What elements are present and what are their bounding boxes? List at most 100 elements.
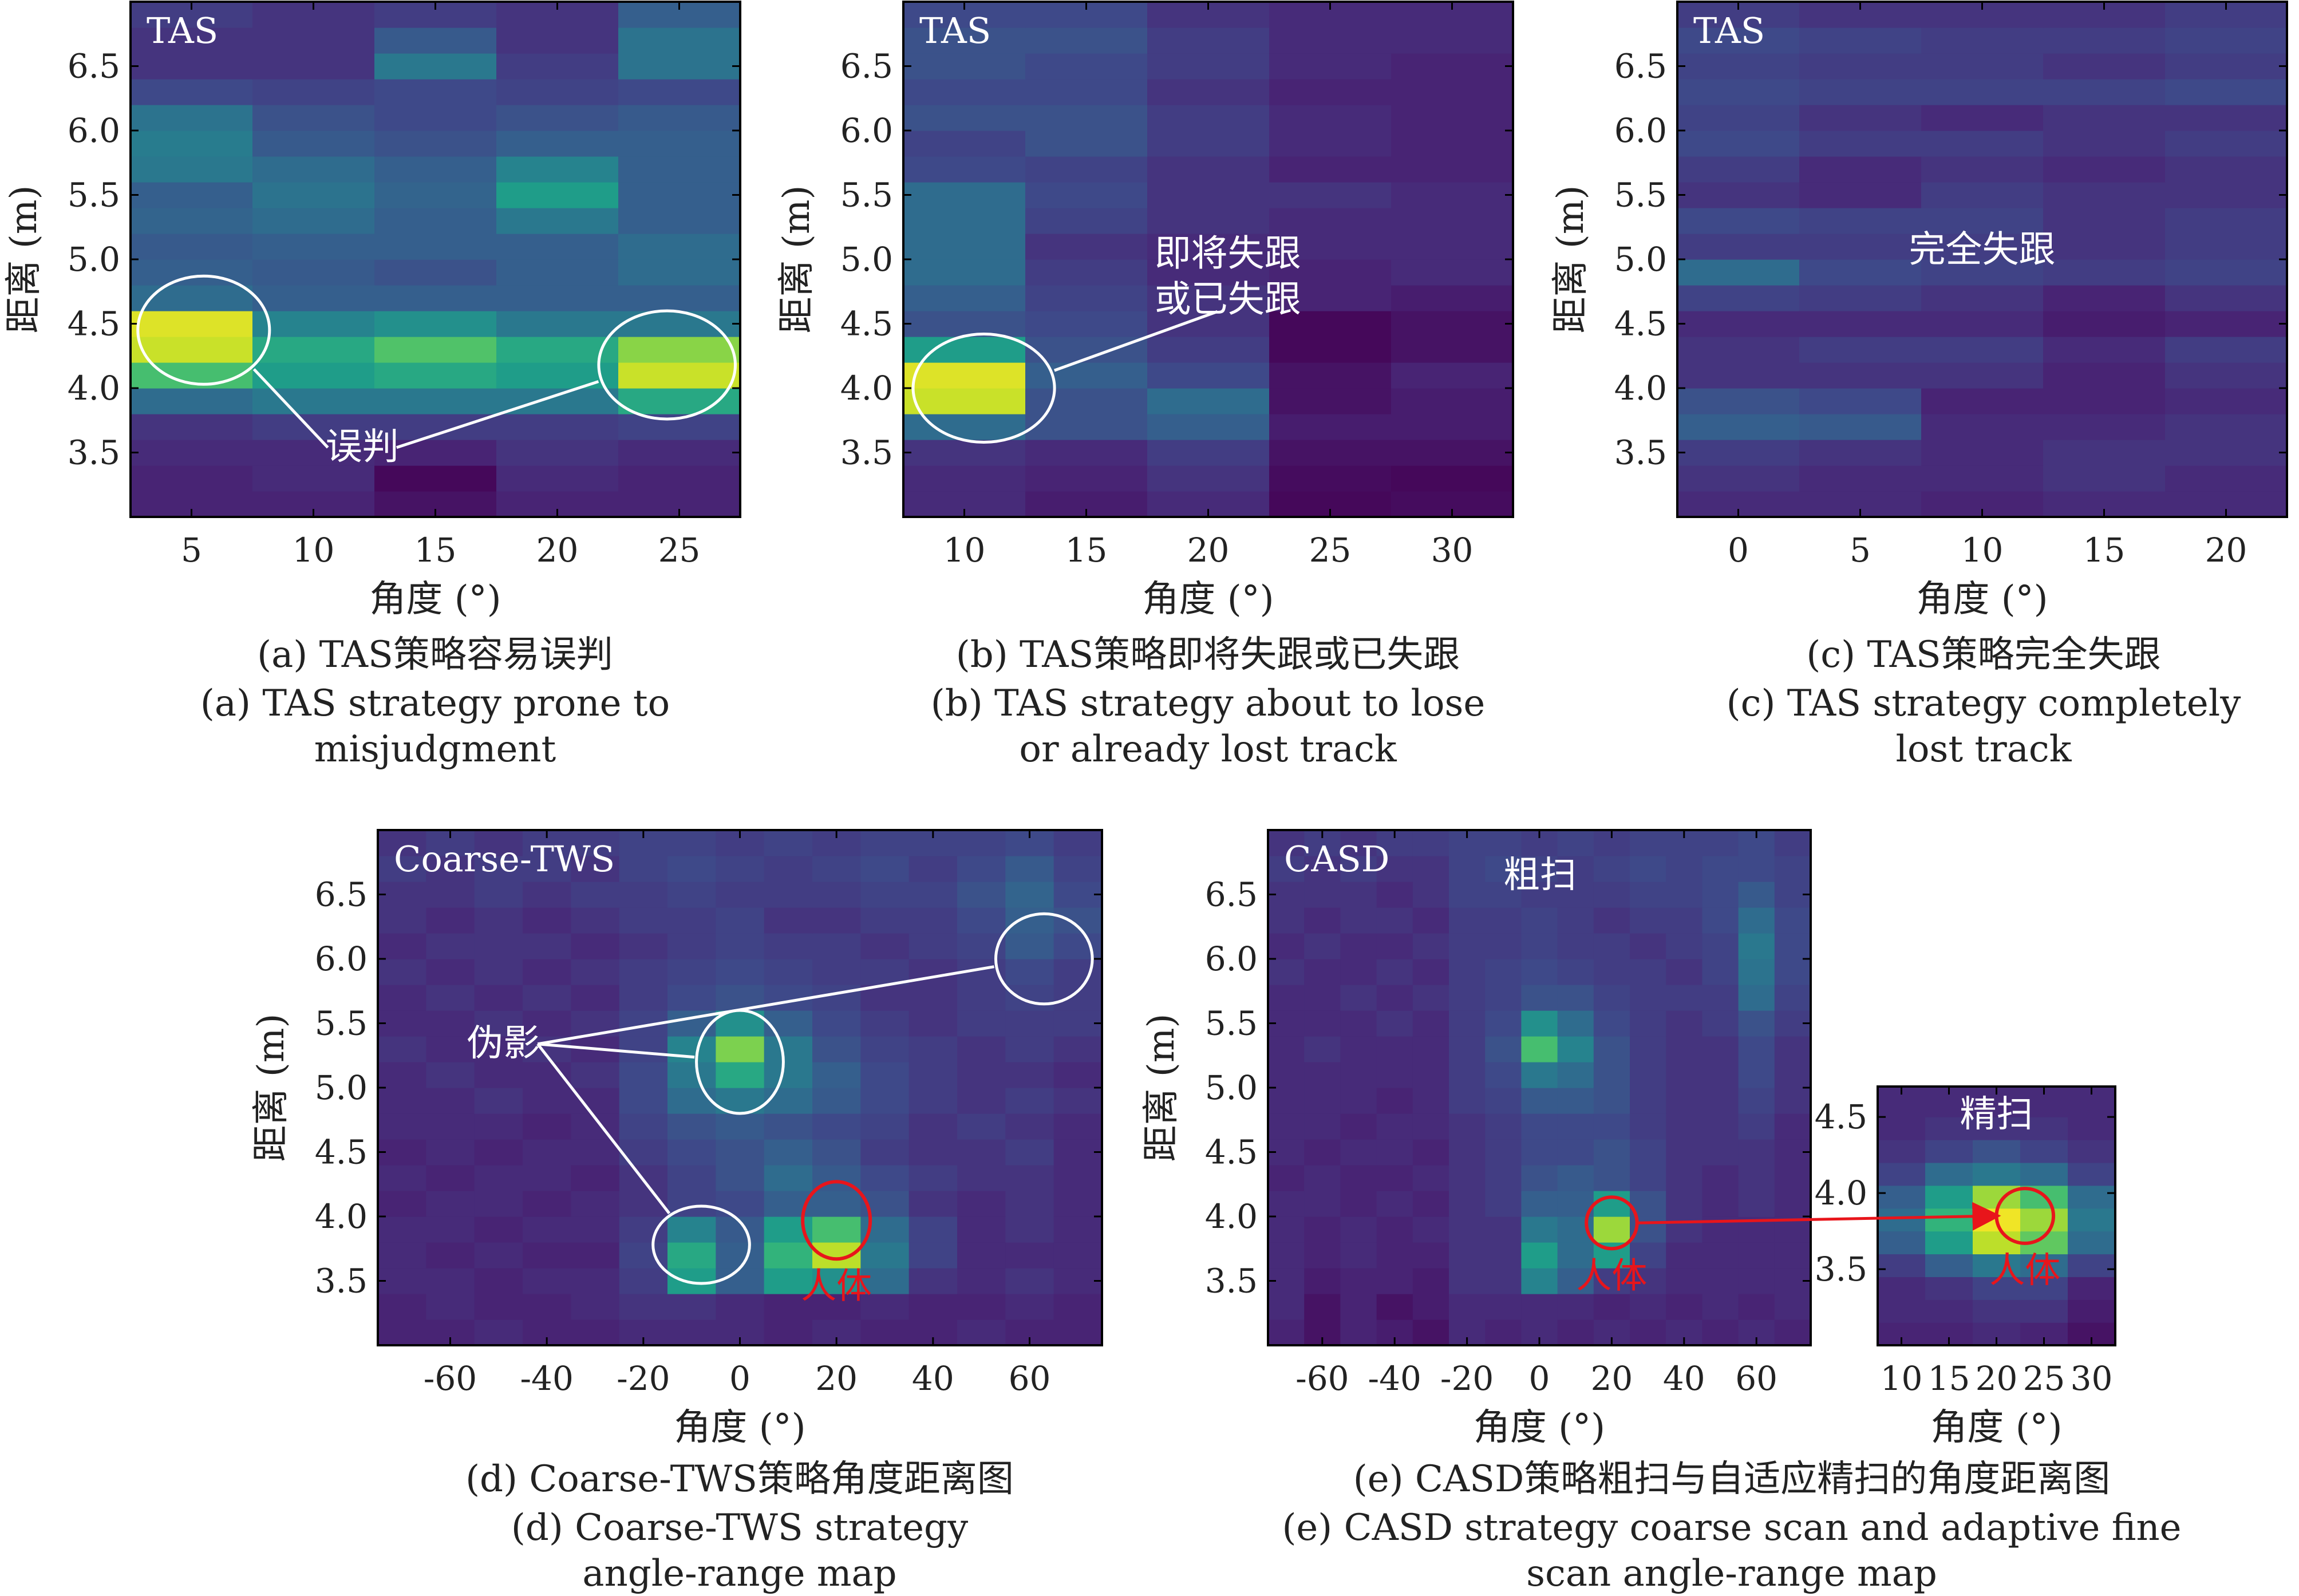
heatmap-cell: [764, 1113, 813, 1140]
heatmap-cell: [2068, 1162, 2115, 1186]
heatmap-cell: [1799, 259, 1922, 286]
heatmap-cell: [523, 1139, 571, 1166]
heatmap-cell: [1702, 959, 1739, 985]
heatmap-cell: [1053, 1010, 1102, 1037]
y-axis-label: 距离 (m): [250, 1014, 293, 1162]
heatmap-cell: [1921, 131, 2044, 157]
heatmap-cell: [1557, 856, 1594, 882]
heatmap-cell: [1376, 907, 1413, 934]
heatmap-cell: [1738, 1088, 1775, 1114]
x-tick-label: 20: [1976, 1359, 2018, 1398]
heatmap-cell: [131, 465, 253, 492]
heatmap-cell: [426, 933, 475, 959]
heatmap-cell: [908, 1010, 958, 1037]
heatmap-cell: [523, 1216, 571, 1243]
heatmap-cell: [496, 105, 619, 131]
heatmap-cell: [1557, 1294, 1594, 1320]
heatmap-cell: [426, 1268, 475, 1294]
annotation-leader: [1053, 310, 1218, 372]
annotation-line: 或已失跟: [1155, 278, 1301, 321]
heatmap-cell: [1485, 856, 1522, 882]
x-tick-label: -60: [424, 1359, 477, 1398]
heatmap-cell: [1878, 1277, 1926, 1300]
heatmap-cell: [667, 1294, 716, 1320]
heatmap-cell: [1269, 259, 1392, 286]
heatmap-cell: [618, 79, 740, 105]
heatmap-cell: [1449, 907, 1486, 934]
heatmap-cell: [1666, 1165, 1702, 1191]
heatmap-cell: [474, 959, 523, 985]
heatmap-cell: [1147, 362, 1270, 389]
heatmap-cell: [1666, 882, 1702, 908]
heatmap-cell: [1702, 933, 1739, 959]
heatmap-cell: [474, 882, 523, 908]
heatmap-cell: [1485, 1139, 1522, 1166]
x-tick-label: 60: [1009, 1359, 1051, 1398]
heatmap-cell: [1025, 182, 1148, 208]
heatmap-cell: [1005, 1088, 1054, 1114]
y-tick-label: 6.5: [68, 47, 120, 86]
heatmap-cell: [2020, 1254, 2068, 1277]
heatmap-cell: [903, 156, 1026, 183]
heatmap-cell: [1391, 234, 1513, 260]
heatmap-cell: [1269, 156, 1392, 183]
heatmap-cell: [860, 1165, 910, 1191]
heatmap-cell: [1521, 1242, 1558, 1269]
heatmap-cell: [426, 907, 475, 934]
heatmap-cell: [1269, 208, 1392, 234]
heatmap-cell: [374, 362, 497, 389]
heatmap-cell: [903, 79, 1026, 105]
heatmap-cell: [667, 959, 716, 985]
heatmap-cell: [474, 933, 523, 959]
heatmap-cell: [1412, 1191, 1449, 1217]
heatmap-cell: [474, 1062, 523, 1088]
heatmap-cell: [716, 856, 765, 882]
heatmap-cell: [1391, 311, 1513, 337]
heatmap-cell: [1376, 1191, 1413, 1217]
heatmap-cell: [1630, 856, 1666, 882]
heatmap-cell: [1005, 882, 1054, 908]
heatmap-cell: [1557, 1010, 1594, 1037]
heatmap-cell: [1677, 208, 1800, 234]
heatmap-cell: [1268, 907, 1305, 934]
heatmap-cell: [764, 1165, 813, 1191]
heatmap-cell: [1412, 1268, 1449, 1294]
heatmap-cell: [1412, 1320, 1449, 1345]
heatmap-cell: [1799, 414, 1922, 440]
heatmap-cell: [571, 1062, 620, 1088]
heatmap-cell: [1677, 285, 1800, 311]
heatmap-cell: [571, 933, 620, 959]
heatmap-cell: [957, 1242, 1006, 1269]
y-tick-label: 5.5: [840, 176, 893, 215]
heatmap-cell: [957, 1268, 1006, 1294]
heatmap-cell: [618, 259, 740, 286]
heatmap-cell: [618, 234, 740, 260]
x-axis-label: 角度 (°): [369, 578, 501, 621]
heatmap-cell: [860, 1113, 910, 1140]
heatmap-cell: [812, 1268, 861, 1294]
heatmap-cell: [1053, 1036, 1102, 1062]
heatmap-cell: [523, 1165, 571, 1191]
panel-tag: CASD: [1284, 838, 1389, 880]
heatmap-cell: [474, 1036, 523, 1062]
heatmap-cell: [1921, 414, 2044, 440]
heatmap-cell: [1340, 1088, 1377, 1114]
heatmap-cell: [1702, 1113, 1739, 1140]
heatmap-cell: [764, 1139, 813, 1166]
heatmap-cell: [957, 830, 1006, 856]
heatmap-cell: [1630, 1113, 1666, 1140]
heatmap-cell: [571, 1191, 620, 1217]
heatmap-cell: [667, 1216, 716, 1243]
heatmap-cell: [426, 1216, 475, 1243]
heatmap-cell: [860, 856, 910, 882]
heatmap-cell: [908, 1139, 958, 1166]
heatmap-cell: [378, 1216, 426, 1243]
heatmap-cell: [1005, 985, 1054, 1011]
x-tick-label: -20: [617, 1359, 670, 1398]
heatmap-cell: [1412, 1294, 1449, 1320]
x-axis-label: 角度 (°): [1142, 578, 1274, 621]
y-tick-label: 5.0: [315, 1068, 368, 1107]
heatmap-cell: [1269, 79, 1392, 105]
annotation-ellipse: [994, 912, 1094, 1006]
